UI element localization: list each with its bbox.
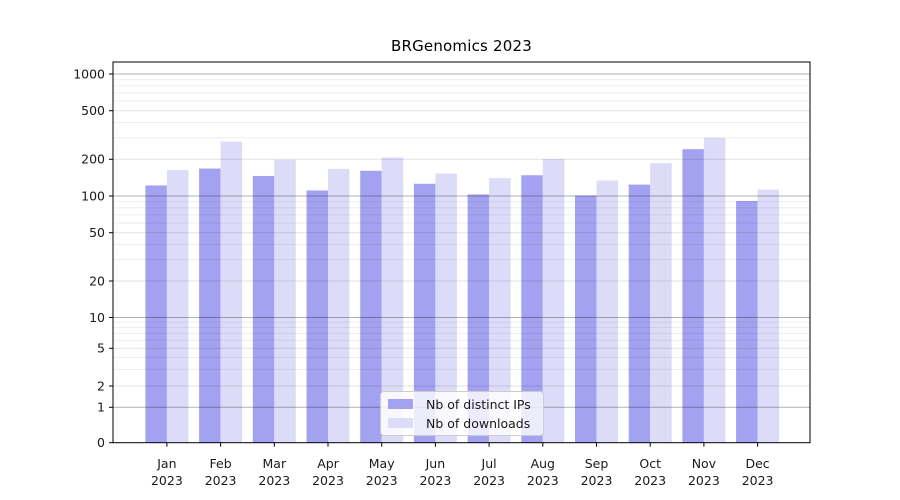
chart-title: BRGenomics 2023: [390, 37, 533, 55]
x-tick-label-year: 2023: [742, 473, 774, 488]
bar-distinct-ips: [199, 168, 221, 443]
legend: Nb of distinct IPs Nb of downloads: [380, 391, 544, 436]
bar-downloads: [381, 157, 404, 443]
bar-downloads: [328, 168, 350, 443]
x-tick-label-month: Oct: [639, 456, 661, 471]
bar-downloads: [596, 180, 618, 443]
bar-distinct-ips: [145, 185, 167, 443]
legend-label-downloads: Nb of downloads: [426, 415, 531, 431]
x-tick-label-month: Feb: [210, 456, 232, 471]
x-tick-label-year: 2023: [527, 473, 559, 488]
bar-distinct-ips: [736, 200, 758, 443]
x-tick-label-month: Aug: [531, 456, 555, 471]
y-tick-label: 20: [89, 273, 105, 288]
x-tick-label-year: 2023: [581, 473, 613, 488]
bar-distinct-ips: [252, 175, 275, 443]
bar-downloads: [220, 141, 243, 443]
x-tick-label-year: 2023: [688, 473, 720, 488]
x-tick-label-month: Mar: [263, 456, 287, 471]
axes-frame: [112, 61, 811, 444]
bar-distinct-ips: [306, 190, 328, 443]
y-tick-label: 5: [97, 341, 105, 356]
bar-downloads: [757, 189, 780, 443]
legend-swatch-distinct-ips: [388, 399, 413, 409]
legend-item-downloads: Nb of downloads: [388, 416, 543, 431]
x-tick-label-year: 2023: [419, 473, 451, 488]
y-tick-label: 500: [81, 103, 105, 118]
x-tick-label-month: May: [369, 456, 395, 471]
legend-swatch-downloads: [388, 418, 413, 428]
bar-distinct-ips: [521, 175, 543, 443]
x-tick-label-year: 2023: [366, 473, 398, 488]
bar-downloads: [166, 170, 189, 443]
x-tick-label-year: 2023: [205, 473, 237, 488]
bar-downloads: [435, 173, 457, 443]
y-tick-label: 200: [81, 152, 105, 167]
x-tick-label-month: Nov: [692, 456, 717, 471]
y-tick-label: 10: [89, 310, 105, 325]
bar-downloads: [703, 137, 726, 443]
y-tick-label: 0: [97, 435, 105, 450]
y-tick-label: 50: [89, 225, 105, 240]
x-tick-label-month: Jan: [156, 456, 176, 471]
bar-distinct-ips: [682, 149, 704, 443]
x-tick-label-year: 2023: [312, 473, 344, 488]
legend-item-distinct-ips: Nb of distinct IPs: [388, 397, 543, 412]
x-tick-label-month: Jul: [481, 456, 497, 471]
bar-downloads: [489, 178, 511, 443]
x-tick-label-year: 2023: [151, 473, 183, 488]
bar-distinct-ips: [413, 183, 436, 443]
bar-downloads: [650, 163, 672, 443]
bar-downloads: [542, 159, 565, 443]
y-tick-label: 1: [97, 400, 105, 415]
bar-distinct-ips: [360, 170, 382, 443]
y-tick-label: 1000: [73, 66, 105, 81]
bar-downloads: [274, 159, 296, 443]
bar-distinct-ips: [575, 195, 597, 443]
x-tick-label-month: Dec: [745, 456, 769, 471]
x-tick-label-month: Jun: [425, 456, 446, 471]
legend-label-distinct-ips: Nb of distinct IPs: [426, 396, 531, 412]
y-tick-label: 100: [81, 188, 105, 203]
x-tick-label-month: Apr: [317, 456, 339, 471]
bar-distinct-ips: [467, 194, 490, 443]
x-tick-label-year: 2023: [258, 473, 290, 488]
x-tick-label-year: 2023: [473, 473, 505, 488]
y-tick-label: 2: [97, 378, 105, 393]
bar-distinct-ips: [628, 184, 651, 443]
x-tick-label-year: 2023: [634, 473, 666, 488]
x-tick-label-month: Sep: [585, 456, 609, 471]
